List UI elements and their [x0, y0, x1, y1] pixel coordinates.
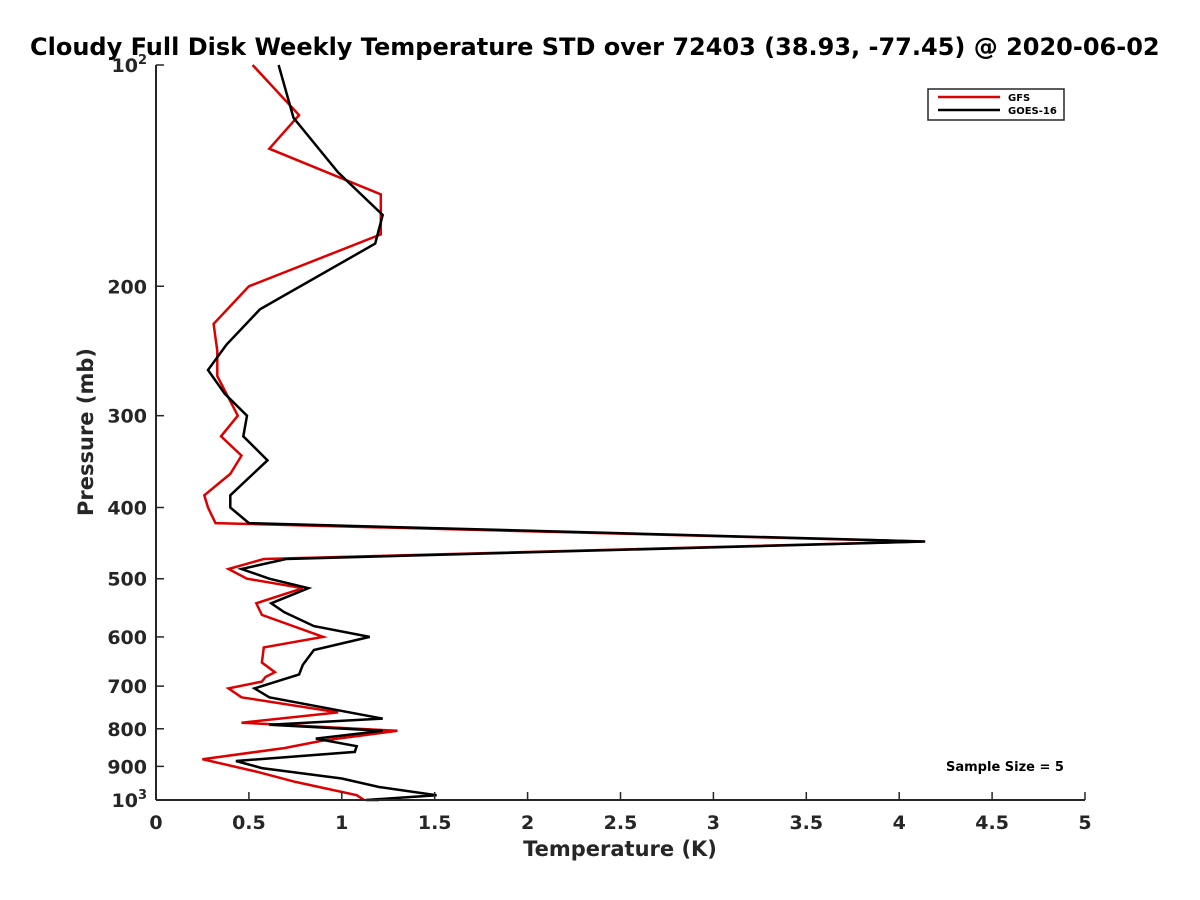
- y-axis-label: Pressure (mb): [74, 348, 98, 516]
- x-tick-label: 4: [893, 812, 906, 834]
- series-line-gfs: [202, 64, 922, 802]
- x-tick-label: 0.5: [232, 812, 266, 834]
- plot-area: [202, 64, 926, 802]
- x-tick-label: 1: [335, 812, 348, 834]
- x-tick-label: 3: [707, 812, 720, 834]
- legend-label-goes16: GOES-16: [1008, 106, 1057, 117]
- y-tick-label: 500: [107, 569, 147, 591]
- x-tick-label: 2: [521, 812, 534, 834]
- y-tick-label: 103: [112, 788, 148, 812]
- x-tick-label: 2.5: [604, 812, 638, 834]
- y-tick-label: 800: [107, 719, 147, 741]
- series-line-goes16: [206, 64, 926, 802]
- y-tick-label: 102: [112, 53, 148, 77]
- y-ticks: 102 200 300 400 500 600 700 800 900 103: [107, 53, 164, 812]
- x-tick-label: 0: [149, 812, 162, 834]
- y-tick-label: 600: [107, 627, 147, 649]
- x-axis-label: Temperature (K): [523, 837, 717, 861]
- y-tick-label: 400: [107, 498, 147, 520]
- sample-size-annotation: Sample Size = 5: [946, 760, 1064, 775]
- x-tick-label: 1.5: [418, 812, 452, 834]
- chart-title: Cloudy Full Disk Weekly Temperature STD …: [30, 33, 1160, 61]
- legend-label-gfs: GFS: [1008, 93, 1030, 104]
- y-tick-label: 300: [107, 406, 147, 428]
- y-tick-label: 200: [107, 276, 147, 298]
- y-tick-label: 700: [107, 676, 147, 698]
- x-ticks: 0 0.5 1 1.5 2 2.5 3 3.5 4 4.5 5: [149, 792, 1092, 834]
- x-tick-label: 4.5: [975, 812, 1009, 834]
- x-tick-label: 3.5: [789, 812, 823, 834]
- y-tick-label: 900: [107, 756, 147, 778]
- legend: GFS GOES-16: [927, 88, 1065, 121]
- legend-box: [927, 88, 1065, 121]
- x-tick-label: 5: [1078, 812, 1091, 834]
